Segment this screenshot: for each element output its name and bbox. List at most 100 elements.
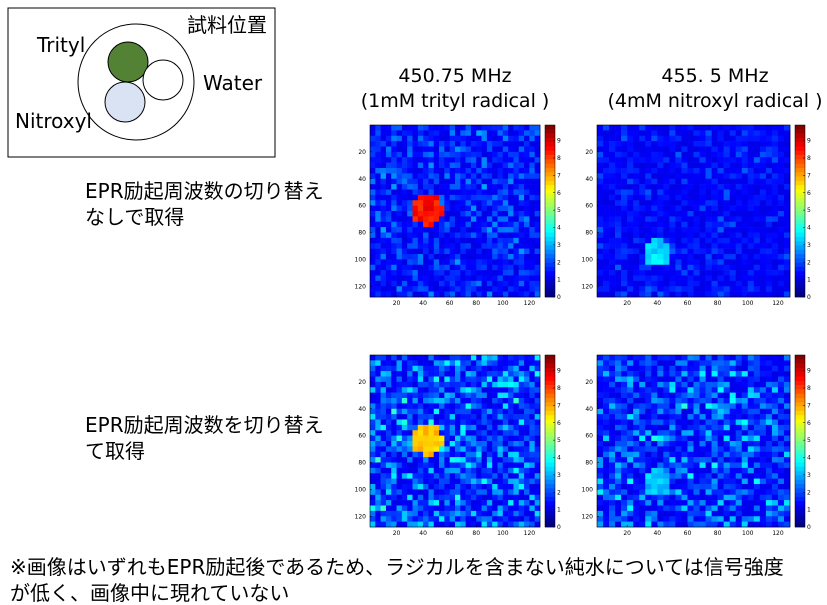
colorbar-segment [795, 432, 805, 437]
image-pixel [407, 233, 413, 239]
image-pixel [450, 371, 456, 377]
image-pixel [423, 190, 429, 196]
image-pixel [687, 473, 693, 479]
image-pixel [778, 216, 784, 222]
image-pixel [736, 479, 742, 485]
image-pixel [439, 270, 445, 276]
image-pixel [381, 254, 387, 260]
image-pixel [476, 173, 482, 179]
image-pixel [492, 243, 498, 249]
image-pixel [663, 206, 669, 212]
image-pixel [529, 227, 535, 233]
image-pixel [700, 211, 706, 217]
image-pixel [766, 292, 772, 298]
image-pixel [519, 184, 525, 190]
image-pixel [760, 473, 766, 479]
image-pixel [460, 259, 466, 265]
image-pixel [487, 206, 493, 212]
image-pixel [748, 468, 754, 474]
image-pixel [748, 200, 754, 206]
image-pixel [766, 366, 772, 372]
image-pixel [645, 446, 651, 452]
image-pixel [524, 184, 530, 190]
image-pixel [466, 179, 472, 185]
colorbar-segment [545, 138, 555, 143]
image-pixel [736, 130, 742, 136]
image-pixel [669, 179, 675, 185]
image-pixel [455, 382, 461, 388]
image-pixel [498, 420, 504, 426]
image-pixel [370, 216, 376, 222]
image-pixel [455, 249, 461, 255]
image-pixel [487, 233, 493, 239]
colorbar-segment [545, 271, 555, 276]
image-pixel [657, 206, 663, 212]
image-pixel [503, 446, 509, 452]
image-pixel [444, 211, 450, 217]
image-pixel [391, 179, 397, 185]
image-pixel [651, 195, 657, 201]
image-pixel [730, 179, 736, 185]
image-pixel [487, 516, 493, 522]
image-pixel [663, 366, 669, 372]
image-pixel [476, 168, 482, 174]
image-pixel [730, 222, 736, 228]
image-pixel [687, 216, 693, 222]
image-pixel [694, 366, 700, 372]
image-pixel [418, 441, 424, 447]
image-pixel [391, 382, 397, 388]
image-pixel [712, 249, 718, 255]
image-pixel [687, 200, 693, 206]
image-pixel [633, 522, 639, 528]
image-pixel [397, 452, 403, 458]
image-pixel [760, 157, 766, 163]
image-pixel [687, 387, 693, 393]
image-pixel [687, 265, 693, 271]
image-pixel [418, 179, 424, 185]
image-pixel [428, 157, 434, 163]
image-pixel [476, 222, 482, 228]
image-pixel [428, 430, 434, 436]
image-pixel [375, 190, 381, 196]
image-pixel [529, 452, 535, 458]
image-pixel [487, 457, 493, 463]
image-pixel [418, 430, 424, 436]
colorbar-segment [545, 155, 555, 160]
image-pixel [597, 489, 603, 495]
image-pixel [471, 360, 477, 366]
image-pixel [615, 420, 621, 426]
image-pixel [492, 254, 498, 260]
image-pixel [476, 355, 482, 361]
image-pixel [772, 495, 778, 501]
image-pixel [718, 254, 724, 260]
image-pixel [651, 436, 657, 442]
image-pixel [694, 463, 700, 469]
image-pixel [706, 360, 712, 366]
image-pixel [508, 184, 514, 190]
image-pixel [609, 366, 615, 372]
image-pixel [413, 206, 419, 212]
image-pixel [508, 243, 514, 249]
image-pixel [450, 216, 456, 222]
image-pixel [460, 152, 466, 158]
image-pixel [508, 190, 514, 196]
image-pixel [381, 425, 387, 431]
image-pixel [476, 398, 482, 404]
image-pixel [460, 377, 466, 383]
image-pixel [645, 168, 651, 174]
image-pixel [375, 446, 381, 452]
image-pixel [687, 446, 693, 452]
image-pixel [627, 211, 633, 217]
image-pixel [370, 516, 376, 522]
image-pixel [386, 441, 392, 447]
image-pixel [519, 254, 525, 260]
image-pixel [503, 227, 509, 233]
image-pixel [423, 141, 429, 147]
image-pixel [784, 506, 790, 512]
image-pixel [712, 216, 718, 222]
image-pixel [434, 168, 440, 174]
image-pixel [718, 516, 724, 522]
image-pixel [615, 157, 621, 163]
image-pixel [597, 147, 603, 153]
image-pixel [724, 227, 730, 233]
